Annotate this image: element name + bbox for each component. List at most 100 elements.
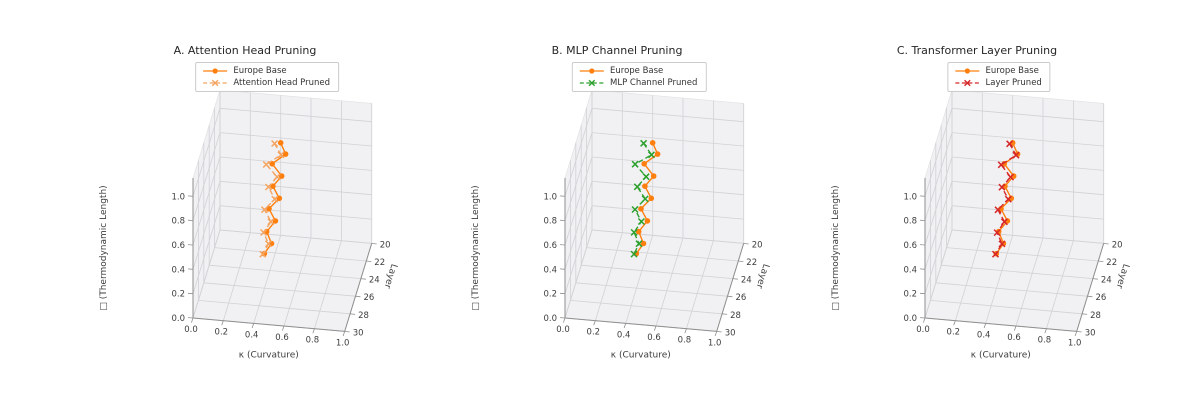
plot-3d-layer-pruned: 0.0 0.2 0.4 0.6 0.8 1.0 20 22 24 26 28 30 0.0 0.2 0.4 0… [831, 89, 1131, 361]
x-tick [953, 320, 956, 326]
y-tick [743, 243, 749, 245]
y-tick-label: 30 [1085, 328, 1096, 338]
x-tick [923, 317, 926, 323]
z-tick-label: 0.4 [903, 265, 917, 275]
x-tick-label: 0.2 [215, 328, 229, 338]
x-tick [221, 320, 224, 326]
y-tick-label: 26 [736, 293, 747, 303]
pane-back [591, 89, 745, 244]
legend-item: Layer Pruned [955, 78, 1042, 88]
legend-item: Attention Head Pruned [202, 78, 330, 88]
x-axis-label: κ (Curvature) [239, 351, 299, 361]
y-tick [1082, 313, 1088, 315]
y-tick [1087, 295, 1093, 298]
marker-x [264, 240, 273, 248]
marker-x [277, 151, 285, 159]
marker-x [1007, 173, 1015, 181]
marker-x [262, 160, 270, 169]
subplot-transformer-layer-pruning: C. Transformer Layer Pruning Europe Base… [792, 0, 1162, 400]
marker-circle [654, 151, 661, 157]
x-tick-label: 0.6 [275, 333, 289, 343]
grid [564, 90, 745, 332]
x-spine [192, 317, 345, 332]
series-attention-head-pruned [259, 139, 285, 258]
marker-x [260, 206, 269, 214]
legend-label: Layer Pruned [985, 78, 1042, 88]
y-tick [355, 295, 361, 298]
series-mlp-channel-pruned [630, 139, 656, 258]
subplot-title: B. MLP Channel Pruning [551, 44, 683, 57]
y-tick-label: 24 [741, 276, 752, 286]
legend-label: Europe Base [610, 66, 664, 76]
z-tick-label: 0.2 [543, 290, 557, 300]
marker-x [631, 160, 639, 168]
legend-sample-line [203, 68, 228, 74]
pane-back [219, 89, 373, 244]
y-tick-label: 30 [353, 328, 364, 338]
x-tick [563, 317, 566, 323]
x-tick-label: 0.6 [647, 333, 661, 343]
legend-marker-circle [589, 68, 595, 74]
marker-circle [649, 140, 656, 146]
z-tick-label: 0.6 [543, 241, 557, 251]
subplot-attention-head-pruning: A. Attention Head Pruning Europe Base At… [60, 0, 430, 400]
y-tick-label: 28 [358, 311, 369, 321]
y-spine [344, 243, 373, 332]
marker-x [631, 205, 639, 214]
marker-x [260, 228, 268, 237]
marker-x [630, 250, 638, 258]
marker-circle [277, 140, 284, 146]
x-tick [312, 328, 315, 334]
marker-x [273, 173, 281, 181]
x-tick-label: 0.2 [587, 328, 601, 338]
x-tick-label: 0.0 [184, 325, 198, 335]
y-tick-label: 20 [752, 240, 763, 250]
z-tick-label: 0.2 [903, 290, 917, 300]
marker-x [635, 240, 643, 248]
x-axis-label: κ (Curvature) [971, 351, 1031, 361]
y-tick [371, 243, 377, 245]
pane-bottom [564, 229, 745, 332]
x-tick [1074, 331, 1078, 337]
legend-marker-x [588, 79, 596, 87]
series-europe-base [993, 140, 1021, 257]
spines [564, 178, 745, 332]
panes [924, 89, 1105, 332]
x-tick-label: 1.0 [1068, 338, 1082, 348]
y-tick-label: 24 [1101, 276, 1112, 286]
z-tick-label: 1.0 [171, 192, 185, 202]
marker-circle [269, 161, 275, 167]
x-tick-label: 1.0 [708, 338, 722, 348]
y-tick [360, 278, 366, 280]
x-spine [564, 317, 717, 332]
plot-3d-attention-head: 0.0 0.2 0.4 0.6 0.8 1.0 20 22 24 26 28 30 0.0 0.2 0.4 0… [99, 89, 399, 361]
x-tick [191, 317, 194, 323]
marker-x [1012, 151, 1020, 159]
marker-x [259, 250, 267, 258]
x-tick [593, 320, 596, 326]
x-tick-label: 0.2 [947, 328, 961, 338]
y-tick [732, 278, 738, 280]
y-tick [1092, 278, 1098, 280]
marker-x [997, 161, 1005, 169]
x-tick-label: 0.0 [556, 325, 570, 335]
x-tick [1044, 328, 1047, 334]
plot-3d-mlp-channel: 0.0 0.2 0.4 0.6 0.8 1.0 20 22 24 26 28 30 0.0 0.2 0.4 0… [471, 89, 771, 361]
legend-label: Europe Base [233, 66, 287, 76]
x-tick-label: 0.4 [977, 330, 991, 340]
marker-circle [644, 218, 651, 224]
z-axis-label: □ (Thermodynamic Length) [471, 185, 481, 310]
x-tick [623, 323, 627, 329]
legend-label: Europe Base [985, 66, 1039, 76]
z-tick-label: 0.0 [543, 314, 557, 324]
panes [564, 89, 745, 332]
subplot-title: A. Attention Head Pruning [173, 44, 317, 57]
marker-circle [642, 183, 648, 189]
series-layer-pruned [991, 140, 1020, 258]
z-tick-label: 0.6 [171, 241, 185, 251]
legend: Europe Base Layer Pruned [947, 62, 1051, 92]
legend-label: Attention Head Pruned [233, 78, 331, 88]
legend-item: Europe Base [202, 66, 330, 76]
legend-marker-x [964, 79, 971, 87]
